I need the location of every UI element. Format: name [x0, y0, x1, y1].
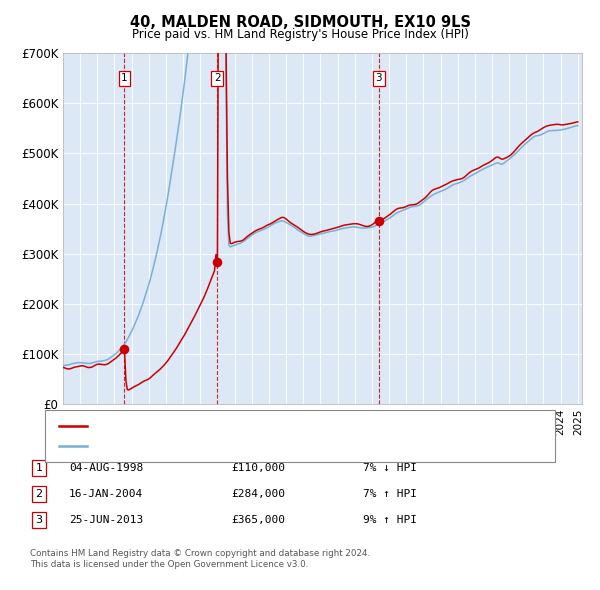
Text: This data is licensed under the Open Government Licence v3.0.: This data is licensed under the Open Gov…	[30, 560, 308, 569]
Text: 1: 1	[121, 73, 128, 83]
Text: £110,000: £110,000	[231, 463, 285, 473]
Text: 16-JAN-2004: 16-JAN-2004	[69, 489, 143, 499]
Text: 1: 1	[35, 463, 43, 473]
Text: 3: 3	[376, 73, 382, 83]
Text: 04-AUG-1998: 04-AUG-1998	[69, 463, 143, 473]
Point	[212, 257, 222, 267]
Text: 2: 2	[35, 489, 43, 499]
Point	[374, 217, 384, 226]
Text: HPI: Average price, detached house, East Devon: HPI: Average price, detached house, East…	[91, 441, 356, 451]
Text: 9% ↑ HPI: 9% ↑ HPI	[363, 515, 417, 525]
Text: £365,000: £365,000	[231, 515, 285, 525]
Text: 40, MALDEN ROAD, SIDMOUTH, EX10 9LS: 40, MALDEN ROAD, SIDMOUTH, EX10 9LS	[130, 15, 470, 30]
Text: Price paid vs. HM Land Registry's House Price Index (HPI): Price paid vs. HM Land Registry's House …	[131, 28, 469, 41]
Text: Contains HM Land Registry data © Crown copyright and database right 2024.: Contains HM Land Registry data © Crown c…	[30, 549, 370, 558]
Text: 7% ↑ HPI: 7% ↑ HPI	[363, 489, 417, 499]
Point	[119, 345, 129, 354]
Text: 7% ↓ HPI: 7% ↓ HPI	[363, 463, 417, 473]
Text: £284,000: £284,000	[231, 489, 285, 499]
Text: 2: 2	[214, 73, 221, 83]
Text: 25-JUN-2013: 25-JUN-2013	[69, 515, 143, 525]
Text: 3: 3	[35, 515, 43, 525]
Text: 40, MALDEN ROAD, SIDMOUTH, EX10 9LS (detached house): 40, MALDEN ROAD, SIDMOUTH, EX10 9LS (det…	[91, 421, 419, 431]
